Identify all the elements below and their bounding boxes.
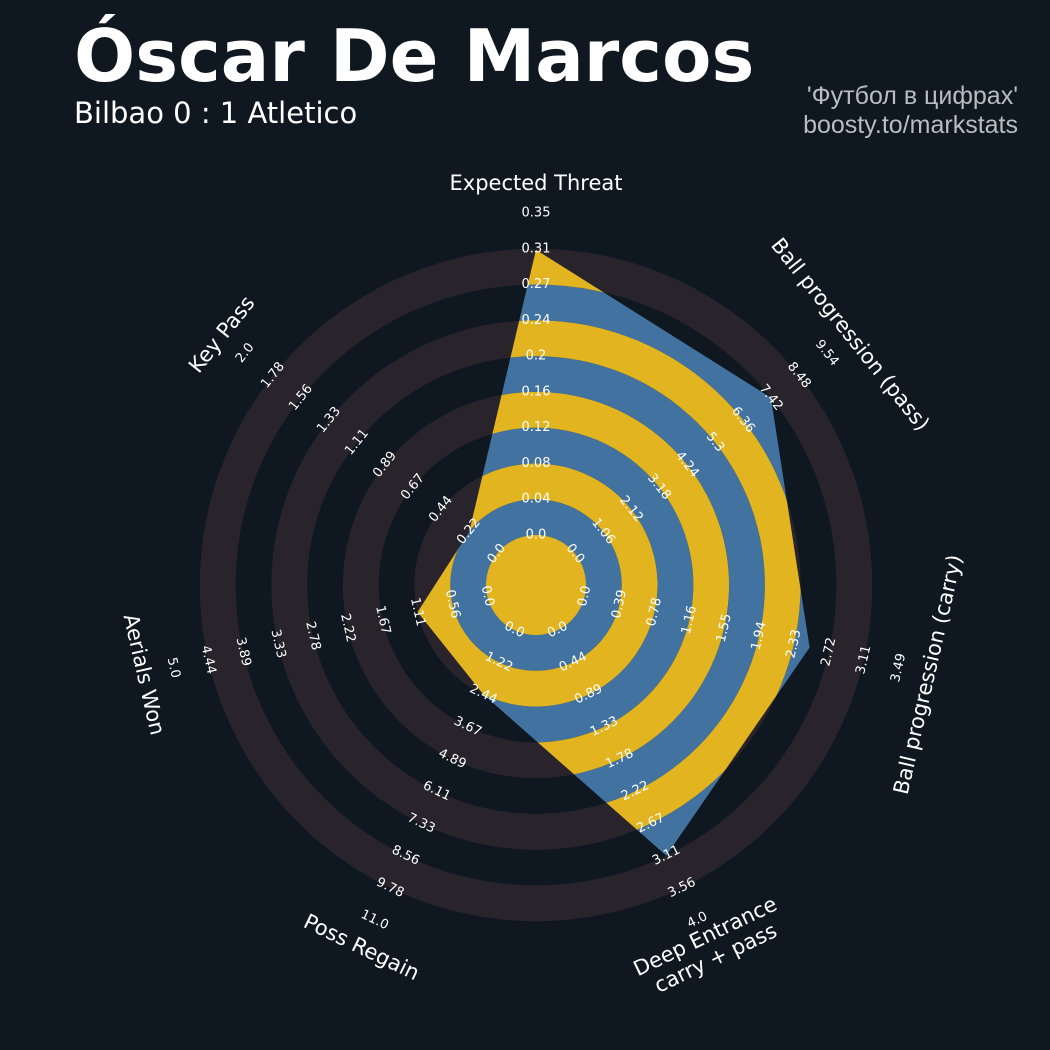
credits: 'Футбол в цифрах' boosty.to/markstats xyxy=(803,82,1018,140)
tick-label: 0.24 xyxy=(522,313,551,328)
tick-label: 5.0 xyxy=(164,656,183,680)
tick-label: 2.78 xyxy=(302,620,323,652)
tick-label: 0.27 xyxy=(522,277,551,292)
tick-label: 0.0 xyxy=(478,584,497,608)
param-label: Expected Threat xyxy=(450,171,623,195)
tick-label: 1.94 xyxy=(749,620,770,652)
value-ring xyxy=(450,499,622,671)
tick-label: 1.55 xyxy=(714,612,735,644)
param-label: Aerials Won xyxy=(119,612,170,738)
tick-label: 4.44 xyxy=(198,644,219,676)
tick-label: 0.56 xyxy=(442,588,463,620)
player-title: Óscar De Marcos xyxy=(74,14,755,98)
match-subtitle: Bilbao 0 : 1 Atletico xyxy=(74,96,358,130)
tick-label: 3.33 xyxy=(267,628,288,660)
param-label: Key Pass xyxy=(184,291,260,377)
tick-label: 3.49 xyxy=(888,652,909,684)
tick-label: 11.0 xyxy=(358,907,391,933)
tick-label: 3.89 xyxy=(233,636,254,668)
value-ring xyxy=(417,463,658,707)
param-label: Deep Entrancecarry + pass xyxy=(630,892,791,1003)
tick-label: 3.11 xyxy=(853,644,874,676)
tick-label: 0.39 xyxy=(609,588,630,620)
tick-label: 1.67 xyxy=(372,604,393,636)
tick-label: 0.35 xyxy=(522,206,551,221)
tick-label: 0.0 xyxy=(526,528,547,543)
value-rings xyxy=(417,249,810,856)
credit-line-1: 'Футбол в цифрах' xyxy=(806,82,1018,110)
center-disk xyxy=(486,535,586,635)
tick-label: 0.08 xyxy=(522,456,551,471)
tick-label: 0.2 xyxy=(526,349,547,364)
tick-label: 0.16 xyxy=(522,384,551,399)
tick-label: 2.33 xyxy=(783,628,804,660)
tick-label: 1.11 xyxy=(407,596,428,628)
tick-label: 2.22 xyxy=(337,612,358,644)
tick-label: 2.0 xyxy=(233,340,258,366)
tick-label: 0.12 xyxy=(522,420,551,435)
tick-label: 0.0 xyxy=(575,584,594,608)
credit-line-2: boosty.to/markstats xyxy=(803,111,1018,139)
tick-label: 1.16 xyxy=(679,604,700,636)
tick-label: 9.54 xyxy=(812,337,842,369)
tick-label: 2.72 xyxy=(818,636,839,668)
tick-label: 0.31 xyxy=(522,241,551,256)
tick-label: 0.04 xyxy=(522,492,551,507)
tick-label: 0.78 xyxy=(644,596,665,628)
